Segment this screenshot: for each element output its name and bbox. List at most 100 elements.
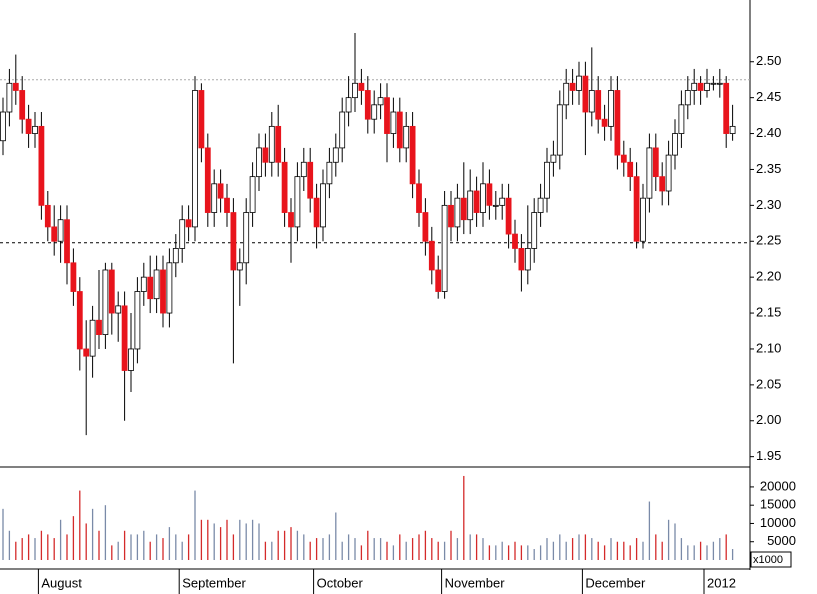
candle-body [723,82,730,134]
candle-body [646,147,653,199]
x-tick-label: 2012 [707,575,736,590]
candle-body [166,262,173,314]
candle-body [608,90,614,127]
candle-body [563,82,570,106]
candle-body [665,154,672,192]
candle-body [262,147,269,163]
candle-body [358,82,365,91]
volume-tick-label: 15000 [760,497,796,512]
candle-body [396,111,403,149]
candle-body [320,183,326,228]
x-tick-label: August [41,575,82,590]
candle-body [339,111,346,149]
candle-body [307,161,314,199]
candle-body [544,161,550,199]
candle-body [627,161,634,178]
candle-body [134,291,141,350]
candle-body [38,125,45,206]
candle-body [729,125,736,134]
candle-body [128,348,134,371]
candle-body [153,269,160,300]
candle-body [480,183,486,213]
y-tick-label: 2.00 [756,412,781,427]
candle-body [601,118,608,127]
candle-body [230,212,237,271]
volume-unit: x1000 [753,554,783,566]
candle-body [704,82,710,91]
candle-body [505,197,512,235]
candle-body [192,90,198,228]
candle-body [147,276,154,300]
candle-body [121,305,128,371]
candle-body [332,147,339,163]
candle-body [448,204,454,228]
volume-tick-label: 5000 [767,533,796,548]
candle-body [460,197,467,221]
candle-body [172,248,179,264]
candle-body [345,97,352,113]
candle-body [217,183,224,199]
candle-body [89,319,96,357]
y-tick-label: 1.95 [756,448,781,463]
candle-body [678,104,685,134]
candle-body [633,176,640,242]
y-tick-label: 2.40 [756,125,781,140]
candle-body [224,197,230,213]
y-tick-label: 2.45 [756,89,781,104]
candle-body [672,133,678,156]
candle-body [486,183,493,206]
candle-body [524,248,531,271]
candle-body [313,197,320,228]
candle-body [403,125,410,149]
candle-body [364,90,371,120]
candle-body [556,104,563,156]
candle-body [300,161,307,178]
y-tick-label: 2.10 [756,340,781,355]
candle-body [684,90,691,106]
candle-body [179,219,186,249]
candle-body [550,154,557,163]
candle-body [12,82,19,91]
candle-body [51,226,58,242]
x-tick-label: September [182,575,246,590]
candle-body [268,125,275,163]
candle-body [76,291,83,350]
candle-body [518,248,525,271]
candle-body [25,118,32,134]
volume-tick-label: 20000 [760,478,796,493]
candle-body [108,269,115,314]
candle-body [576,75,582,91]
y-tick-label: 2.35 [756,161,781,176]
candle-body [352,82,358,99]
candle-body [211,183,218,213]
candle-body [249,176,256,213]
candle-body [537,197,544,213]
unit-box [750,551,792,568]
candle-body [83,348,90,357]
candle-body [435,269,442,292]
candle-body [428,240,435,271]
candle-body [64,219,70,264]
candle-body [275,125,282,163]
candle-body [620,154,627,163]
y-tick-label: 2.15 [756,304,781,319]
candle-body [588,90,595,113]
candle-body [531,212,538,249]
y-tick-label: 2.20 [756,269,781,284]
candle-body [697,82,704,91]
candle-body [467,190,474,221]
candle-body [454,197,461,228]
candle-body [281,161,288,213]
candle-body [236,262,243,271]
candle-body [0,111,6,142]
candle-body [326,161,333,185]
candle-body [640,197,646,242]
candle-body [198,90,205,149]
candle-body [652,147,659,178]
candle-body [390,111,397,134]
candle-body [204,147,211,213]
candle-body [243,212,250,264]
candle-body [595,90,602,120]
candle-body [512,233,518,249]
